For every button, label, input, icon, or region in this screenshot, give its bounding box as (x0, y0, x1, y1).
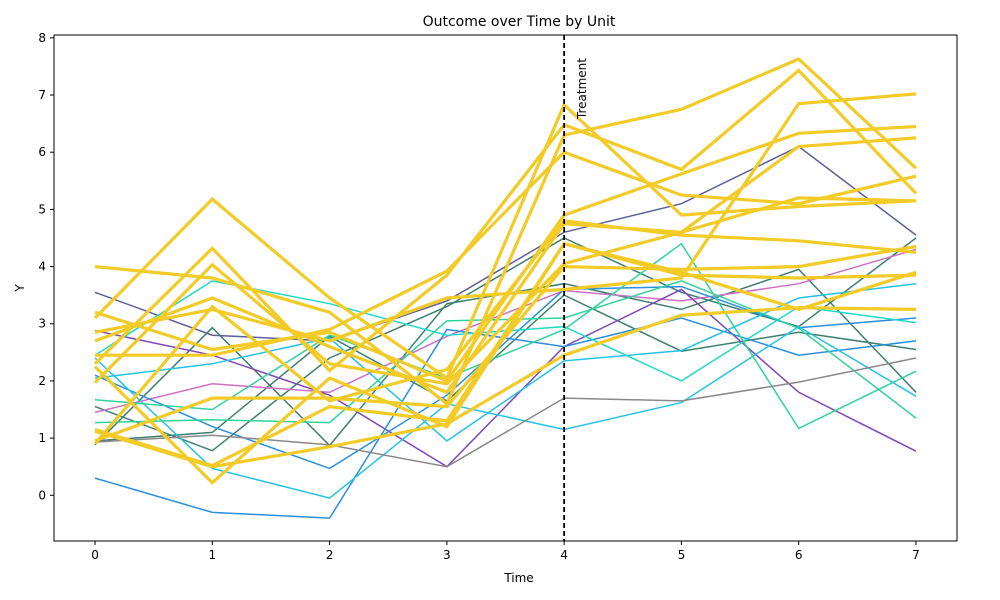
x-axis-label: Time (503, 571, 533, 585)
x-tick-label: 7 (912, 548, 920, 562)
chart-title: Outcome over Time by Unit (423, 14, 616, 30)
x-tick-label: 5 (678, 548, 686, 562)
control-series-line-9 (94, 282, 917, 442)
control-series-line-12 (94, 280, 917, 424)
control-series-line-5 (94, 288, 917, 468)
x-tick-label: 0 (91, 548, 99, 562)
y-tick-label: 2 (38, 374, 46, 388)
control-series-line-2 (94, 294, 917, 442)
x-tick-label: 2 (326, 548, 334, 562)
control-series-line-13 (94, 357, 917, 468)
treated-series-line-14 (93, 102, 917, 381)
control-series-line-8 (94, 325, 917, 499)
x-tick-label: 4 (560, 548, 568, 562)
annotation-layer: Treatment (563, 35, 589, 541)
treated-series-line-15 (93, 68, 918, 373)
x-tick-label: 3 (443, 548, 451, 562)
treatment-label: Treatment (575, 58, 589, 120)
x-tick-label: 6 (795, 548, 803, 562)
y-tick-label: 4 (38, 260, 46, 274)
treated-series-line-24 (94, 241, 917, 468)
treated-series-line-16 (94, 57, 918, 407)
treated-series-line-19 (94, 124, 917, 383)
y-axis-ticks: 0 1 2 3 4 5 6 7 8 (38, 31, 54, 502)
treated-series-line-22 (93, 219, 917, 445)
series-layer (93, 57, 918, 519)
treated-series-line-17 (93, 136, 917, 386)
plot-area-frame (53, 34, 958, 542)
y-tick-label: 8 (38, 31, 46, 45)
y-tick-label: 0 (38, 488, 46, 502)
x-tick-label: 1 (208, 548, 216, 562)
x-axis-ticks: 0 1 2 3 4 5 6 7 (91, 541, 920, 562)
treated-series-line-21 (94, 196, 917, 395)
y-axis-label: Y (13, 284, 27, 293)
y-tick-label: 5 (38, 202, 46, 216)
treated-series-line-25 (94, 244, 917, 443)
y-tick-label: 7 (38, 88, 46, 102)
y-tick-label: 6 (38, 145, 46, 159)
y-tick-label: 1 (38, 431, 46, 445)
y-tick-label: 3 (38, 317, 46, 331)
treated-series-line-26 (94, 306, 917, 469)
control-series-line-4 (94, 248, 917, 414)
